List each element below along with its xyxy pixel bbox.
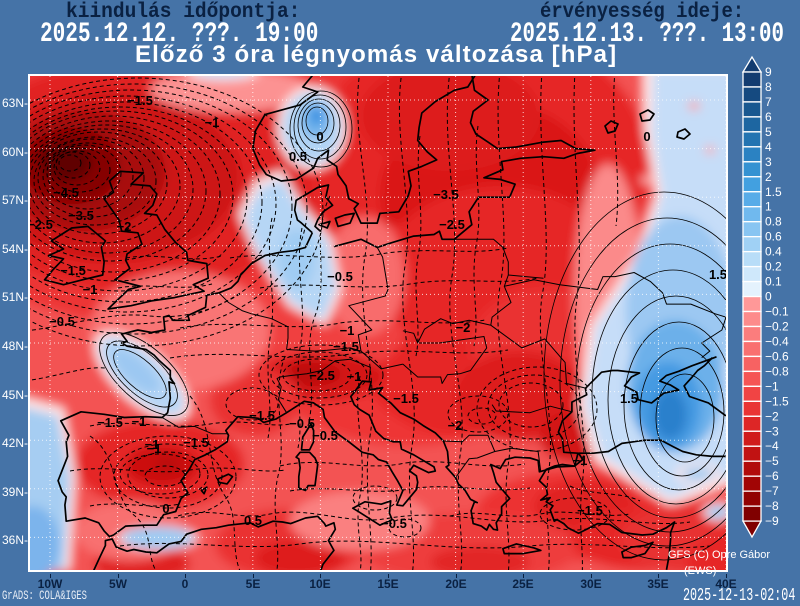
svg-text:−3: −3 bbox=[765, 424, 779, 438]
svg-text:−0.5: −0.5 bbox=[381, 516, 407, 531]
svg-text:0.1: 0.1 bbox=[765, 275, 782, 289]
svg-text:4: 4 bbox=[765, 140, 772, 154]
svg-text:0: 0 bbox=[643, 129, 650, 144]
svg-text:−1: −1 bbox=[347, 369, 362, 384]
svg-text:−1: −1 bbox=[573, 453, 588, 468]
svg-text:8: 8 bbox=[765, 80, 772, 94]
svg-text:−4.5: −4.5 bbox=[53, 185, 79, 200]
svg-text:−0.5: −0.5 bbox=[49, 314, 75, 329]
svg-text:−1: −1 bbox=[132, 414, 147, 429]
svg-text:5: 5 bbox=[765, 125, 772, 139]
svg-text:0.2: 0.2 bbox=[765, 260, 782, 274]
svg-text:−1.5: −1.5 bbox=[249, 408, 275, 423]
svg-text:−1: −1 bbox=[765, 379, 779, 393]
svg-text:0.5: 0.5 bbox=[244, 513, 262, 528]
svg-text:−5: −5 bbox=[765, 454, 779, 468]
svg-text:−2: −2 bbox=[117, 219, 132, 234]
svg-text:−1.5: −1.5 bbox=[577, 503, 603, 518]
svg-text:−2: −2 bbox=[765, 409, 779, 423]
svg-text:−7: −7 bbox=[765, 484, 779, 498]
svg-text:−4: −4 bbox=[765, 439, 779, 453]
svg-text:−1.5: −1.5 bbox=[393, 391, 419, 406]
svg-text:7: 7 bbox=[765, 95, 772, 109]
svg-text:−1: −1 bbox=[340, 323, 355, 338]
svg-text:−1.5: −1.5 bbox=[765, 394, 789, 408]
svg-text:0: 0 bbox=[162, 501, 169, 516]
svg-text:−0.6: −0.6 bbox=[765, 349, 789, 363]
svg-text:−9: −9 bbox=[765, 514, 779, 528]
svg-text:2: 2 bbox=[765, 170, 772, 184]
svg-text:−1.5: −1.5 bbox=[127, 93, 153, 108]
svg-text:−1.5: −1.5 bbox=[60, 263, 86, 278]
svg-text:−0.5: −0.5 bbox=[327, 269, 353, 284]
svg-text:0.8: 0.8 bbox=[765, 215, 782, 229]
svg-text:−0.2: −0.2 bbox=[765, 320, 789, 334]
svg-text:−2.5: −2.5 bbox=[309, 368, 335, 383]
svg-text:0.4: 0.4 bbox=[765, 245, 782, 259]
svg-text:−1: −1 bbox=[205, 115, 220, 130]
svg-text:−1: −1 bbox=[83, 282, 98, 297]
svg-text:−2.5: −2.5 bbox=[30, 217, 53, 232]
svg-text:−2.5: −2.5 bbox=[439, 217, 465, 232]
svg-text:−8: −8 bbox=[765, 499, 779, 513]
svg-text:−1.5: −1.5 bbox=[333, 339, 359, 354]
svg-text:−6: −6 bbox=[765, 469, 779, 483]
svg-text:0.5: 0.5 bbox=[289, 149, 307, 164]
svg-text:0: 0 bbox=[316, 129, 323, 144]
svg-text:1.5: 1.5 bbox=[765, 185, 782, 199]
svg-text:1.5: 1.5 bbox=[620, 391, 638, 406]
svg-text:−3.5: −3.5 bbox=[433, 187, 459, 202]
svg-text:6: 6 bbox=[765, 110, 772, 124]
svg-text:−0.5: −0.5 bbox=[289, 416, 315, 431]
svg-text:−0.5: −0.5 bbox=[312, 428, 338, 443]
svg-text:3: 3 bbox=[765, 155, 772, 169]
svg-text:0.6: 0.6 bbox=[765, 230, 782, 244]
svg-text:0: 0 bbox=[765, 290, 772, 304]
svg-text:−3.5: −3.5 bbox=[68, 208, 94, 223]
svg-text:−2: −2 bbox=[456, 320, 471, 335]
svg-text:1.5: 1.5 bbox=[709, 267, 726, 282]
svg-text:−1.5: −1.5 bbox=[97, 415, 123, 430]
svg-text:−0.4: −0.4 bbox=[765, 335, 789, 349]
svg-text:1: 1 bbox=[765, 200, 772, 214]
svg-text:−0.8: −0.8 bbox=[765, 364, 789, 378]
svg-text:−2: −2 bbox=[448, 418, 463, 433]
svg-text:−1: −1 bbox=[147, 441, 162, 456]
svg-text:−1: −1 bbox=[145, 437, 160, 452]
svg-text:9: 9 bbox=[765, 65, 772, 79]
svg-text:−1.5: −1.5 bbox=[183, 435, 209, 450]
svg-text:−0.1: −0.1 bbox=[765, 305, 789, 319]
